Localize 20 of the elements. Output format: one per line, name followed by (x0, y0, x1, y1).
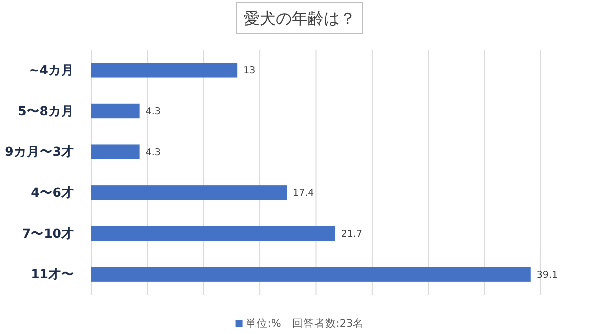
data-label: 13 (244, 66, 256, 77)
y-tick-label: 4〜6才 (31, 184, 74, 200)
y-tick-label: 9カ月〜3才 (5, 144, 74, 160)
data-label: 4.3 (146, 147, 161, 158)
bar (92, 226, 336, 242)
data-label: 39.1 (536, 270, 558, 281)
chart-title: 愛犬の年齢は？ (244, 9, 356, 28)
y-tick-label: ~4カ月 (29, 62, 74, 78)
bar (92, 63, 238, 78)
data-label: 4.3 (146, 106, 161, 118)
legend-label: 単位:% 回答者数:23名 (246, 317, 364, 330)
data-label: 21.7 (341, 229, 363, 240)
y-tick-label: 5〜8カ月 (18, 103, 74, 118)
bar (92, 186, 288, 200)
y-tick-label: 7〜10才 (22, 226, 74, 241)
y-tick-label: 11才〜 (31, 266, 74, 282)
bar (92, 144, 140, 160)
data-label: 17.4 (293, 188, 314, 200)
bar (92, 104, 140, 119)
bar (92, 267, 531, 282)
